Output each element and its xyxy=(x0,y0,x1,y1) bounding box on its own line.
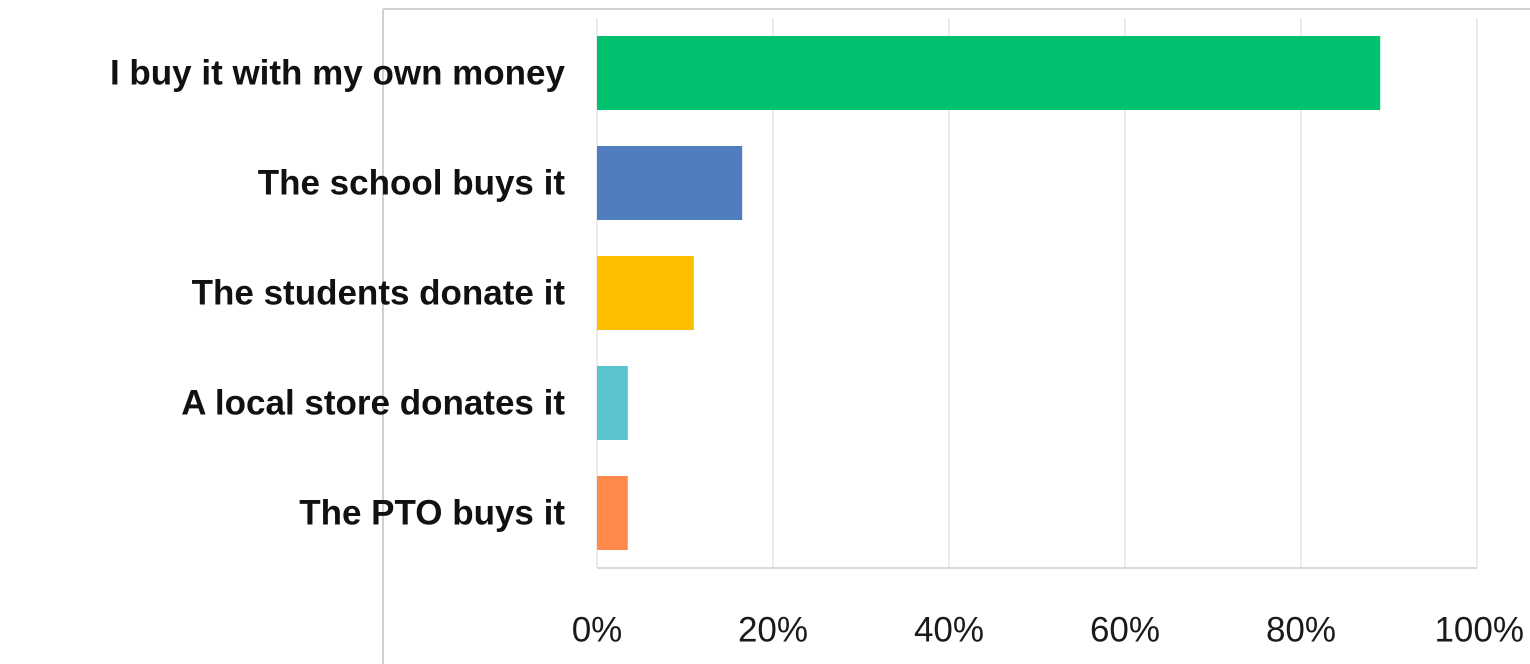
chart-frame xyxy=(382,8,1530,664)
x-tick-label: 0% xyxy=(572,611,623,650)
bar xyxy=(597,366,628,440)
x-tick-labels: 0% 20% 40% 60% 80% 100% xyxy=(572,611,1524,650)
category-label: The school buys it xyxy=(258,164,566,203)
category-label: The students donate it xyxy=(192,274,566,313)
bar xyxy=(597,146,743,220)
x-tick-label: 60% xyxy=(1090,611,1160,650)
category-label: I buy it with my own money xyxy=(110,54,566,93)
bar xyxy=(597,256,694,330)
x-tick-label: 100% xyxy=(1434,611,1524,650)
category-label: The PTO buys it xyxy=(299,494,565,533)
x-tick-label: 40% xyxy=(914,611,984,650)
x-tick-label: 80% xyxy=(1266,611,1336,650)
category-label: A local store donates it xyxy=(181,384,565,423)
bars xyxy=(597,36,1381,550)
category-labels: I buy it with my own money The school buy… xyxy=(110,54,566,533)
bar xyxy=(597,36,1381,110)
x-tick-label: 20% xyxy=(738,611,808,650)
bar xyxy=(597,476,628,550)
